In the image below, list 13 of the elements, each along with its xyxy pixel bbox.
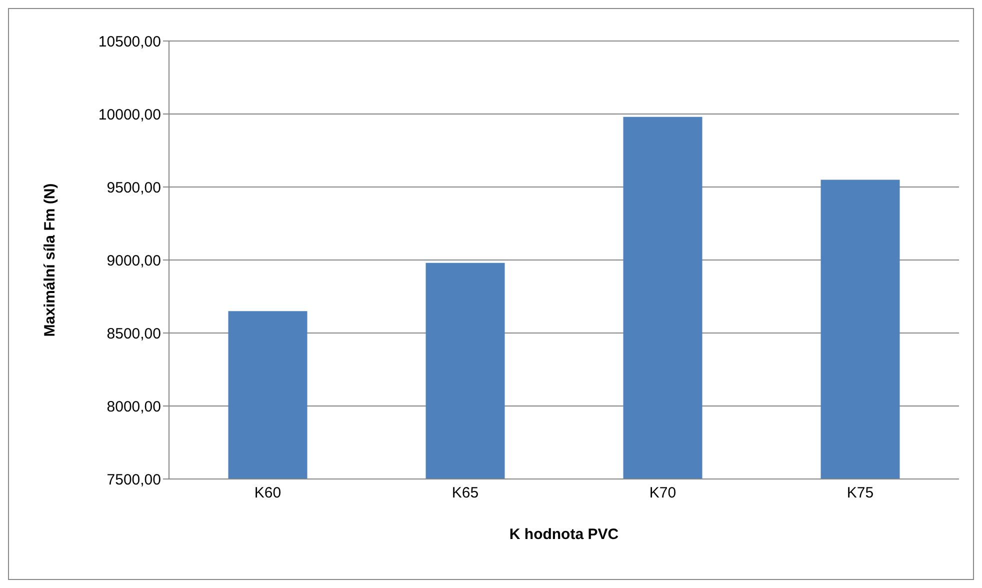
- y-tick-label: 10500,00: [98, 33, 161, 50]
- x-tick-label: K60: [254, 484, 282, 502]
- x-tick-label: K75: [846, 484, 874, 502]
- y-tick-label: 8000,00: [106, 398, 161, 416]
- x-tick-label: K65: [452, 484, 479, 502]
- x-tick-label: K70: [649, 484, 676, 502]
- y-tick-label: 10000,00: [98, 106, 161, 124]
- y-tick-label: 9000,00: [106, 252, 161, 270]
- y-axis-title: Maximální síla Fm (N): [41, 183, 58, 337]
- y-tick-label: 8500,00: [106, 325, 161, 342]
- y-tick-label: 7500,00: [106, 471, 161, 488]
- y-tick-label: 9500,00: [106, 179, 161, 196]
- x-axis-title: K hodnota PVC: [509, 526, 619, 543]
